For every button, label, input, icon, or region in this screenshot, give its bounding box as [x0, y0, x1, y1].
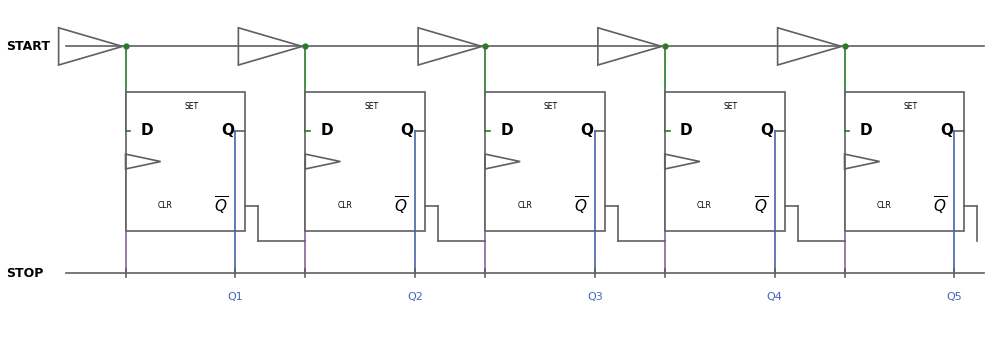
- Bar: [665, 92, 785, 231]
- Text: Q: Q: [580, 123, 593, 138]
- Text: CLR: CLR: [697, 202, 712, 210]
- Bar: [126, 92, 245, 231]
- Text: Q5: Q5: [946, 292, 962, 302]
- Text: SET: SET: [903, 102, 917, 110]
- Text: CLR: CLR: [517, 202, 532, 210]
- Text: Q1: Q1: [227, 292, 243, 302]
- Text: Q: Q: [760, 123, 773, 138]
- Text: $\overline{Q}$: $\overline{Q}$: [933, 195, 947, 217]
- Text: $\overline{Q}$: $\overline{Q}$: [754, 195, 768, 217]
- Text: SET: SET: [364, 102, 378, 110]
- Text: Q3: Q3: [587, 292, 603, 302]
- Text: SET: SET: [184, 102, 198, 110]
- Text: START: START: [6, 40, 50, 53]
- Text: CLR: CLR: [337, 202, 352, 210]
- Text: $\overline{Q}$: $\overline{Q}$: [574, 195, 588, 217]
- Text: $\overline{Q}$: $\overline{Q}$: [394, 195, 408, 217]
- Text: $\overline{Q}$: $\overline{Q}$: [214, 195, 228, 217]
- Text: STOP: STOP: [6, 267, 43, 280]
- Bar: [845, 92, 964, 231]
- Text: D: D: [321, 123, 333, 138]
- Text: D: D: [680, 123, 693, 138]
- Text: D: D: [860, 123, 872, 138]
- Text: CLR: CLR: [877, 202, 892, 210]
- Text: Q: Q: [221, 123, 234, 138]
- Bar: [305, 92, 425, 231]
- Text: SET: SET: [724, 102, 738, 110]
- Text: CLR: CLR: [158, 202, 173, 210]
- Bar: [485, 92, 605, 231]
- Text: Q4: Q4: [767, 292, 783, 302]
- Text: Q: Q: [401, 123, 414, 138]
- Text: Q2: Q2: [407, 292, 423, 302]
- Text: D: D: [141, 123, 153, 138]
- Text: SET: SET: [544, 102, 558, 110]
- Text: Q: Q: [940, 123, 953, 138]
- Text: D: D: [500, 123, 513, 138]
